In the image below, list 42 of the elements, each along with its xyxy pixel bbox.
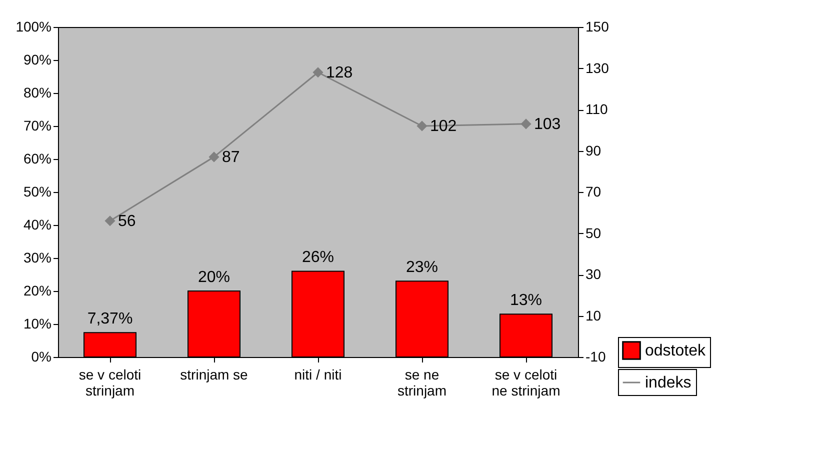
y-tick-label: 60% — [23, 150, 52, 166]
data-label: 103 — [534, 116, 561, 133]
point — [105, 216, 115, 226]
y-tick-label: 40% — [23, 216, 52, 232]
data-label: 7,37% — [87, 310, 133, 328]
y-tick-label: 50% — [23, 184, 52, 200]
y2-tick-label: -10 — [586, 348, 606, 364]
data-label: 128 — [326, 64, 353, 82]
x-tick-label: se ne strinjam — [397, 366, 447, 398]
data-label: 13% — [510, 292, 542, 310]
x-tick-label: niti / niti — [294, 366, 342, 382]
y2-tick-label: 150 — [586, 18, 610, 34]
y2-tick-label: 70 — [586, 184, 602, 200]
y-tick-label: 90% — [23, 52, 52, 68]
legend-label: indeks — [645, 374, 692, 392]
data-label: 26% — [302, 249, 334, 266]
x-tick-label: se v celoti strinjam — [78, 366, 142, 398]
y-tick-label: 80% — [23, 84, 52, 100]
y-tick-label: 30% — [23, 250, 52, 266]
data-label: 56 — [118, 212, 136, 230]
y2-tick-label: 110 — [586, 101, 608, 117]
data-label: 23% — [406, 259, 438, 276]
y2-tick-label: 30 — [586, 266, 602, 282]
point — [313, 68, 323, 78]
point — [417, 121, 427, 131]
x-tick-label: se v celoti ne strinjam — [492, 366, 560, 398]
y-tick-label: 100% — [16, 18, 52, 34]
y2-tick-label: 10 — [586, 307, 602, 324]
y-tick-label: 10% — [23, 316, 52, 332]
y2-tick-label: 130 — [586, 60, 610, 76]
y2-tick-label: 50 — [586, 224, 602, 241]
x-tick-label: strinjam se — [180, 366, 248, 382]
y2-tick-label: 90 — [586, 142, 602, 158]
point — [521, 119, 531, 129]
data-label: 87 — [222, 148, 240, 166]
data-label: 20% — [198, 269, 230, 286]
y-tick-label: 70% — [23, 118, 52, 134]
y-tick-label: 20% — [23, 282, 52, 298]
y-tick-label: 0% — [31, 348, 52, 364]
data-label: 102 — [430, 118, 457, 135]
legend-label: odstotek — [645, 342, 706, 360]
point — [209, 152, 219, 162]
